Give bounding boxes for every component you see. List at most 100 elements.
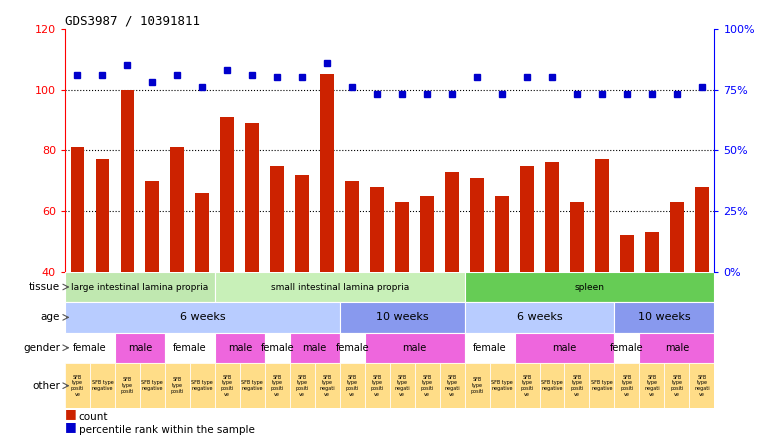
Bar xyxy=(115,363,140,408)
Text: SFB
type
positi
ve: SFB type positi ve xyxy=(620,374,633,397)
Text: SFB
type
positi
ve: SFB type positi ve xyxy=(670,374,684,397)
Bar xyxy=(465,302,614,333)
Bar xyxy=(340,363,364,408)
Bar xyxy=(290,363,315,408)
Text: SFB type
negative: SFB type negative xyxy=(591,381,613,391)
Text: male: male xyxy=(128,343,152,353)
Bar xyxy=(371,187,384,272)
Bar xyxy=(620,235,634,272)
Text: female: female xyxy=(473,343,507,353)
Bar xyxy=(495,196,509,272)
Bar xyxy=(539,363,565,408)
Text: female: female xyxy=(261,343,294,353)
Bar xyxy=(320,75,334,272)
Bar xyxy=(96,159,109,272)
Text: SFB type
negative: SFB type negative xyxy=(141,381,163,391)
Bar xyxy=(514,333,614,363)
Bar xyxy=(265,363,290,408)
Bar xyxy=(215,272,465,302)
Bar xyxy=(65,333,115,363)
Bar xyxy=(614,333,639,363)
Bar xyxy=(65,363,90,408)
Text: SFB
type
positi: SFB type positi xyxy=(471,377,484,394)
Text: female: female xyxy=(173,343,206,353)
Bar xyxy=(445,171,459,272)
Text: SFB
type
positi: SFB type positi xyxy=(121,377,134,394)
Text: ■: ■ xyxy=(65,420,76,433)
Bar xyxy=(215,333,265,363)
Text: female: female xyxy=(335,343,369,353)
Text: SFB type
negative: SFB type negative xyxy=(241,381,263,391)
Bar xyxy=(639,333,714,363)
Text: SFB
type
positi
ve: SFB type positi ve xyxy=(520,374,534,397)
Text: female: female xyxy=(610,343,644,353)
Bar xyxy=(465,333,514,363)
Text: gender: gender xyxy=(23,343,60,353)
Bar xyxy=(70,147,84,272)
Bar xyxy=(364,333,465,363)
Text: male: male xyxy=(552,343,577,353)
Bar xyxy=(121,90,134,272)
Bar xyxy=(645,232,659,272)
Bar xyxy=(520,166,534,272)
Text: tissue: tissue xyxy=(29,282,60,292)
Text: SFB
type
positi
ve: SFB type positi ve xyxy=(345,374,359,397)
Text: 10 weeks: 10 weeks xyxy=(376,313,429,322)
Bar xyxy=(364,363,390,408)
Text: SFB
type
positi
ve: SFB type positi ve xyxy=(420,374,434,397)
Bar xyxy=(170,147,184,272)
Text: female: female xyxy=(73,343,107,353)
Text: 6 weeks: 6 weeks xyxy=(180,313,225,322)
Bar xyxy=(415,363,439,408)
Bar xyxy=(514,363,539,408)
Text: GDS3987 / 10391811: GDS3987 / 10391811 xyxy=(65,15,200,28)
Bar xyxy=(420,196,434,272)
Bar xyxy=(315,363,340,408)
Text: SFB
type
positi: SFB type positi xyxy=(170,377,184,394)
Text: SFB
type
negati
ve: SFB type negati ve xyxy=(445,374,460,397)
Bar xyxy=(296,174,309,272)
Bar xyxy=(565,363,590,408)
Bar xyxy=(189,363,215,408)
Text: small intestinal lamina propria: small intestinal lamina propria xyxy=(270,282,409,292)
Text: ■: ■ xyxy=(65,408,76,420)
Text: SFB
type
positi
ve: SFB type positi ve xyxy=(71,374,84,397)
Bar xyxy=(270,166,284,272)
Text: other: other xyxy=(32,381,60,391)
Bar xyxy=(340,302,465,333)
Text: spleen: spleen xyxy=(575,282,604,292)
Bar xyxy=(65,272,215,302)
Text: SFB
type
positi
ve: SFB type positi ve xyxy=(221,374,234,397)
Text: SFB
type
negati
ve: SFB type negati ve xyxy=(394,374,410,397)
Bar xyxy=(245,123,259,272)
Bar xyxy=(145,181,159,272)
Bar xyxy=(670,202,684,272)
Bar xyxy=(290,333,340,363)
Text: count: count xyxy=(79,412,108,422)
Bar xyxy=(695,187,709,272)
Bar xyxy=(165,333,215,363)
Bar xyxy=(665,363,689,408)
Bar xyxy=(439,363,465,408)
Bar xyxy=(215,363,240,408)
Text: percentile rank within the sample: percentile rank within the sample xyxy=(79,424,254,435)
Text: male: male xyxy=(665,343,689,353)
Bar xyxy=(470,178,484,272)
Bar xyxy=(639,363,665,408)
Bar xyxy=(196,193,209,272)
Text: SFB
type
positi
ve: SFB type positi ve xyxy=(570,374,584,397)
Bar xyxy=(390,363,415,408)
Bar xyxy=(595,159,609,272)
Text: male: male xyxy=(403,343,427,353)
Bar xyxy=(614,363,639,408)
Bar xyxy=(240,363,265,408)
Text: age: age xyxy=(40,313,60,322)
Bar xyxy=(65,302,340,333)
Text: SFB
type
positi
ve: SFB type positi ve xyxy=(371,374,384,397)
Bar xyxy=(340,333,364,363)
Bar xyxy=(395,202,409,272)
Text: large intestinal lamina propria: large intestinal lamina propria xyxy=(71,282,209,292)
Bar xyxy=(140,363,165,408)
Bar xyxy=(465,363,490,408)
Text: 10 weeks: 10 weeks xyxy=(638,313,691,322)
